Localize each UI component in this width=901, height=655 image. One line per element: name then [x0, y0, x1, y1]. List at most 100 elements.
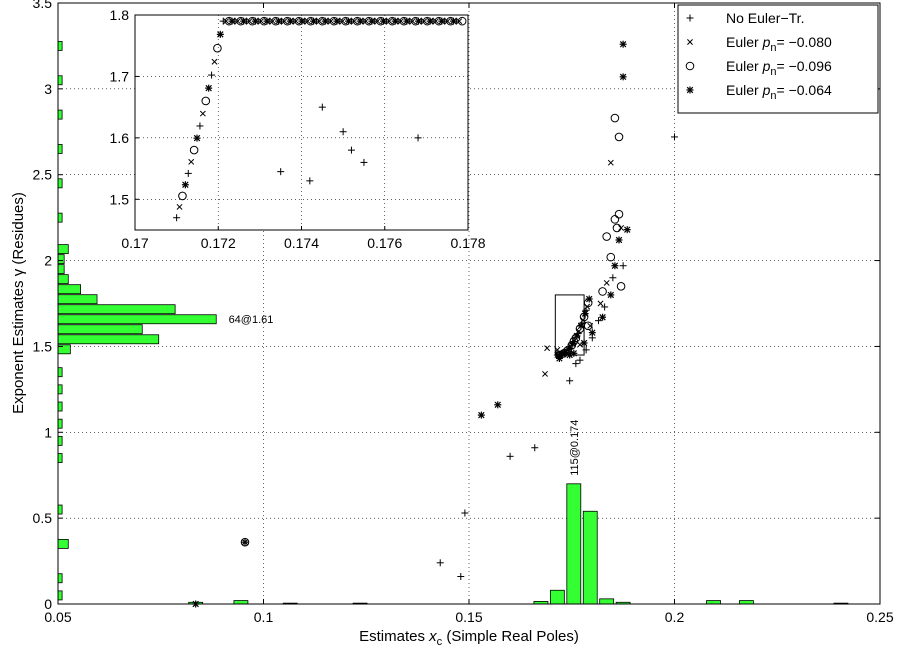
point-euler-096	[612, 223, 622, 233]
inset-cluster-point-d2	[374, 18, 381, 25]
cluster-point	[585, 295, 593, 303]
point-no-euler	[572, 360, 580, 368]
inset-cluster-point-d2	[182, 181, 189, 188]
inset-cluster-point-d2	[398, 18, 404, 25]
inset-cluster-point	[351, 18, 358, 25]
point-euler-096-ring	[569, 336, 579, 346]
legend-marker-d2	[687, 39, 693, 45]
inset-plot-area	[135, 15, 468, 230]
point-euler-064-d2	[478, 411, 485, 419]
inset-cluster-point	[304, 18, 311, 25]
point-no-euler	[531, 444, 539, 452]
point-euler-096	[606, 252, 616, 262]
point-euler-096	[602, 232, 611, 241]
legend-label-text: No Euler−Tr.	[726, 10, 804, 26]
inset-cluster-point	[208, 71, 216, 79]
legend-label-sub: n	[770, 42, 776, 54]
x-histogram-bar	[599, 598, 615, 605]
y-histogram-bar	[57, 538, 69, 549]
point-no-euler	[506, 452, 514, 460]
cluster-point-d2	[581, 310, 589, 317]
point-euler-064-d2	[619, 40, 627, 48]
inset-cluster-point-d2	[363, 18, 369, 25]
cluster-point	[575, 328, 582, 335]
inset-cluster-point-d2	[199, 110, 206, 117]
inset-scatter-points	[173, 16, 467, 222]
point-no-euler	[601, 303, 609, 311]
point-euler-064-d2	[589, 329, 596, 336]
inset-cluster-point-d2	[293, 18, 300, 25]
inset-cluster-point	[188, 158, 195, 165]
point-euler-064	[599, 313, 607, 321]
y-histogram-bar	[57, 294, 98, 305]
inset-cluster-point	[173, 214, 181, 222]
y-axis-label: Exponent Estimates γ (Residues)	[10, 192, 27, 414]
cluster-point	[574, 330, 582, 338]
y-histogram-bar	[57, 212, 63, 223]
inset-cluster-point-ring	[457, 16, 467, 26]
point-no-euler	[566, 377, 574, 385]
x-tick-label: 0.15	[455, 609, 482, 625]
x-histogram-peak-label: 115@0.174	[569, 420, 581, 476]
inset-cluster-point	[457, 16, 467, 26]
inset-point-no-euler	[339, 128, 347, 136]
point-euler-080-d2	[597, 300, 604, 307]
x-histogram-bar	[739, 600, 754, 605]
legend-marker	[686, 86, 694, 94]
point-euler-064	[615, 236, 623, 244]
point-euler-064-d2	[599, 314, 606, 321]
y-histogram-bar	[57, 254, 65, 265]
point-euler-096-ring	[610, 215, 620, 224]
legend-marker-ring	[685, 61, 695, 71]
inset-x-tick-label: 0.178	[450, 235, 485, 251]
x-tick-label: 0.05	[44, 609, 71, 625]
inset-cluster-point	[216, 30, 224, 38]
inset-cluster-point	[339, 18, 346, 25]
inset-cluster-point-ring	[178, 191, 187, 201]
legend-box	[677, 4, 879, 114]
cluster-point-d2	[577, 322, 585, 330]
point-euler-096-ring	[606, 252, 616, 262]
y-histogram-bar	[57, 401, 63, 412]
point-euler-080	[544, 345, 551, 352]
inset-cluster-point-d2	[269, 18, 276, 25]
x-axis-label: Estimates xc (Simple Real Poles)	[359, 628, 579, 648]
y-histogram-bar	[57, 314, 217, 325]
y-histogram-bar	[57, 284, 82, 295]
legend-label-var: p	[762, 34, 771, 50]
inset-cluster-point	[246, 18, 253, 25]
point-euler-064	[588, 329, 596, 337]
y-histogram-bar	[57, 109, 63, 120]
point-no-euler	[609, 274, 617, 282]
point-euler-096-ring	[598, 287, 607, 296]
point-euler-096	[614, 132, 624, 142]
point-euler-064	[555, 354, 563, 362]
inset-cluster-point	[184, 169, 192, 177]
point-euler-096-ring	[614, 209, 624, 219]
inset-cluster-point	[386, 18, 393, 25]
x-tick-label: 0.1	[254, 609, 274, 625]
inset-y-tick-label: 1.5	[110, 191, 130, 207]
inset-cluster-point	[398, 18, 404, 25]
inset-cluster-point	[176, 203, 183, 210]
point-euler-064-d2	[624, 226, 631, 233]
y-tick-label: 3	[44, 81, 52, 97]
legend-label-value: = −0.064	[777, 82, 832, 98]
legend-marker-d2	[686, 86, 694, 94]
inset-cluster-point	[316, 18, 323, 25]
main-scatter-points	[192, 40, 678, 608]
inset-cluster-point	[205, 84, 213, 92]
point-euler-064	[241, 538, 249, 546]
cluster-point	[580, 317, 587, 324]
point-no-euler	[436, 559, 444, 567]
legend-label-sub: n	[770, 66, 776, 78]
y-tick-label: 2.5	[33, 167, 53, 183]
inset-cluster-point	[178, 191, 187, 201]
inset-point-no-euler	[277, 168, 285, 176]
inset-cluster-point-d2	[304, 18, 311, 25]
cluster-point-d2	[585, 295, 593, 303]
y-histogram-bar	[57, 418, 63, 429]
inset-cluster-point-ring	[213, 43, 222, 53]
